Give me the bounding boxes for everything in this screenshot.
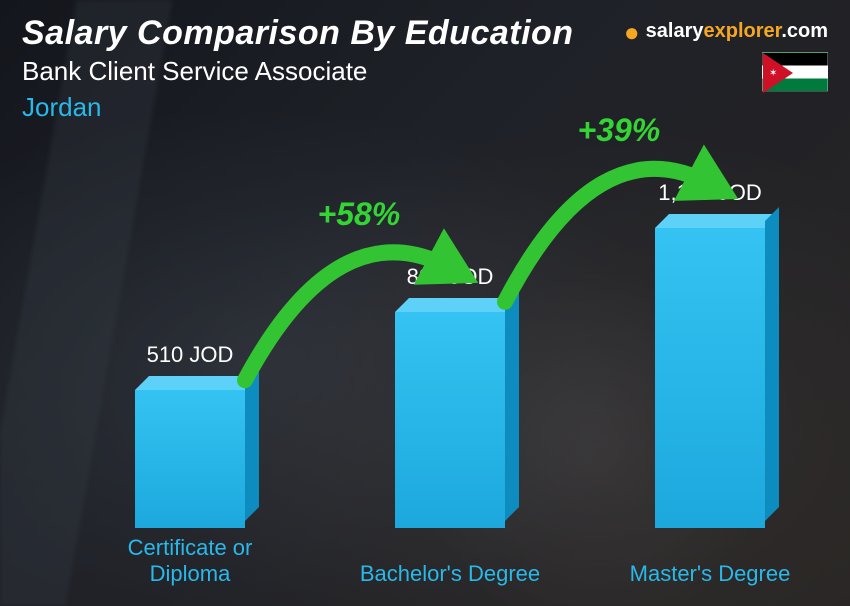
percent-increase-label: +39% bbox=[578, 112, 661, 149]
brand-text-3: .com bbox=[781, 20, 828, 42]
brand-logo: ● salaryexplorer.com bbox=[624, 20, 828, 43]
infographic-content: Salary Comparison By Education Bank Clie… bbox=[0, 0, 850, 606]
country-name: Jordan bbox=[22, 92, 102, 123]
page-title: Salary Comparison By Education bbox=[22, 14, 574, 53]
job-title: Bank Client Service Associate bbox=[22, 56, 367, 87]
bar-chart: 510 JODCertificate or Diploma800 JODBach… bbox=[40, 156, 790, 586]
brand-text-1: salary bbox=[646, 20, 704, 42]
brand-text-2: explorer bbox=[703, 20, 781, 42]
flag-star-icon: ✶ bbox=[769, 68, 777, 79]
increase-arrow-icon bbox=[40, 156, 790, 586]
country-flag-icon: ✶ bbox=[762, 52, 828, 92]
